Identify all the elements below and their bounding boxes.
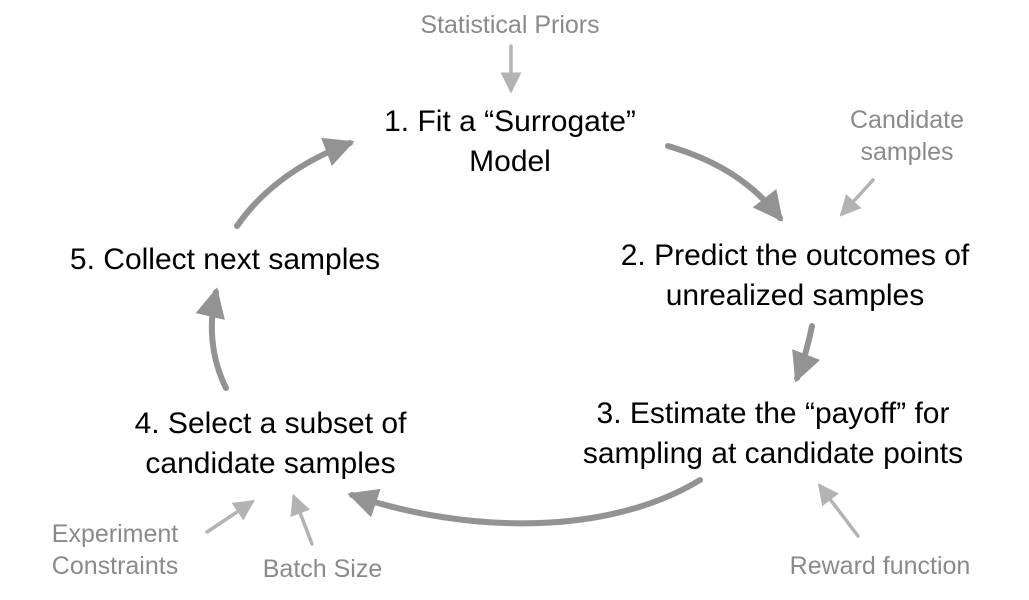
step-1-fit-surrogate-model: 1. Fit a “Surrogate” Model [330,102,690,182]
step-4-line-1: 4. Select a subset of [134,407,407,440]
input-reward-function: Reward function [765,550,995,582]
arrow-step5-to-step1 [234,137,355,229]
input-statistical-priors: Statistical Priors [385,9,635,41]
arrow-step4-to-step5 [195,287,229,391]
batch-size-label: Batch Size [262,555,383,583]
arrow-batch-size [290,493,314,546]
step-2-line-2: unrealized samples [665,279,925,312]
arrow-reward-function [817,483,860,538]
candidate-samples-line-2: samples [860,138,954,166]
reward-function-label: Reward function [789,552,971,580]
arrow-step1-to-step2 [665,143,783,222]
step-1-line-1: 1. Fit a “Surrogate” [384,105,636,138]
step-2-predict-outcomes: 2. Predict the outcomes of unrealized sa… [585,236,1005,316]
step-2-line-1: 2. Predict the outcomes of [620,239,970,272]
input-experiment-constraints: Experiment Constraints [20,518,210,582]
step-4-select-subset: 4. Select a subset of candidate samples [93,404,448,484]
step-3-line-2: sampling at candidate points [582,437,964,470]
statistical-priors-label: Statistical Priors [420,11,600,39]
experiment-constraints-line-2: Constraints [51,552,179,580]
arrow-experiment-constraints [205,500,255,534]
experiment-constraints-line-1: Experiment [51,520,179,548]
arrow-step2-to-step3 [792,323,821,383]
input-batch-size: Batch Size [240,553,405,585]
step-1-line-2: Model [469,145,551,178]
arrow-step3-to-step4 [347,477,703,527]
step-3-estimate-payoff: 3. Estimate the “payoff” for sampling at… [548,394,998,474]
step-3-line-1: 3. Estimate the “payoff” for [596,397,950,430]
candidate-samples-line-1: Candidate [850,106,964,134]
step-4-line-2: candidate samples [145,447,396,480]
input-candidate-samples: Candidate samples [822,104,992,168]
step-5-collect-next-samples: 5. Collect next samples [35,240,415,280]
step-5-line-1: 5. Collect next samples [69,243,381,276]
arrow-candidate-samples [839,178,875,217]
